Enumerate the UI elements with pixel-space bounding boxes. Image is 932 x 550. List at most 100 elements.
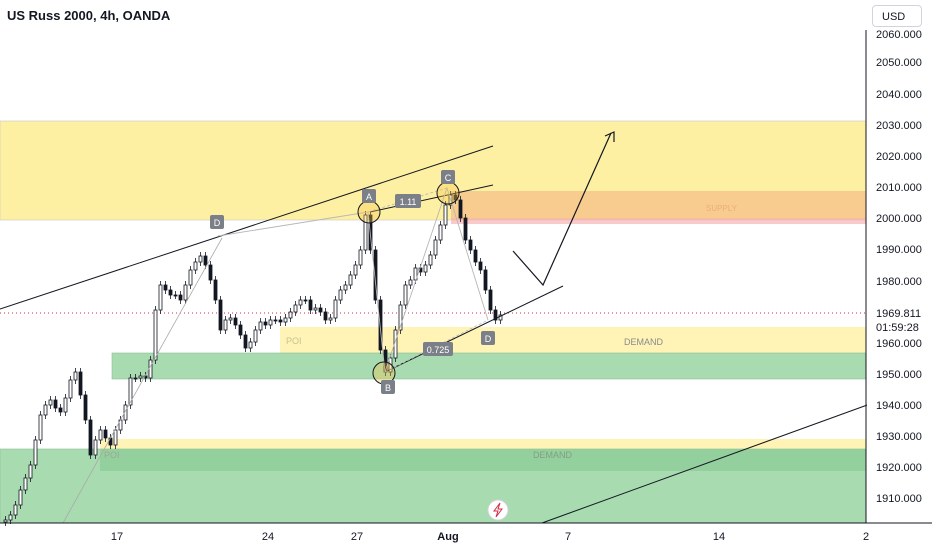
candle-body <box>308 299 313 311</box>
currency-selector[interactable]: USD <box>872 5 922 27</box>
candle-body <box>248 341 253 349</box>
price-tick-label: 2040.000 <box>876 89 922 101</box>
point-label-d2: D <box>481 331 495 345</box>
price-tick-label: 1960.000 <box>876 338 922 350</box>
lightning-icon <box>493 502 503 518</box>
candle-body <box>223 319 228 331</box>
price-tick-label: 1920.000 <box>876 462 922 474</box>
candle-body <box>263 321 268 326</box>
candle-body <box>258 321 263 331</box>
channel-lower-line <box>384 285 564 373</box>
price-tick-label: 1910.000 <box>876 493 922 505</box>
candle-body <box>228 317 233 321</box>
candle-body <box>353 264 358 276</box>
candle-body <box>238 324 243 336</box>
candle-body <box>163 284 168 291</box>
candle-body <box>243 334 248 349</box>
candle-body <box>408 279 413 286</box>
candle-body <box>363 214 368 251</box>
candle-body <box>148 359 153 379</box>
point-label-b: B <box>381 380 395 394</box>
candle-body <box>313 307 318 311</box>
candle-body <box>443 204 448 226</box>
candle-body <box>28 464 33 479</box>
candle-body <box>18 489 23 506</box>
candle-body <box>63 397 68 413</box>
candle-body <box>438 224 443 241</box>
price-tick-label: 1950.000 <box>876 369 922 381</box>
demand-zone-upper <box>111 352 867 380</box>
candle-body <box>348 274 353 286</box>
svg-text:B: B <box>385 383 391 393</box>
candle-body <box>428 254 433 266</box>
candle-body <box>233 317 238 326</box>
candle-body <box>88 419 93 456</box>
poi-upper-label: POI <box>286 336 302 346</box>
price-axis-ticks: 2060.000 2050.000 2040.000 2030.000 2020.000… <box>876 29 922 505</box>
candle-body <box>273 319 278 322</box>
candle-body <box>253 329 258 343</box>
candle-body <box>213 279 218 301</box>
chart-title: US Russ 2000, 4h, OANDA <box>7 8 171 23</box>
price-tick-label: 1980.000 <box>876 276 922 288</box>
long-trend-line <box>541 403 871 524</box>
candle-body <box>423 264 428 273</box>
time-axis-ticks[interactable]: 17 24 27 Aug 7 14 2 <box>111 531 869 543</box>
candle-body <box>278 319 283 323</box>
price-tick-label: 1940.000 <box>876 400 922 412</box>
time-tick-label: 2 <box>863 531 869 543</box>
candle-body <box>188 269 193 286</box>
candle-body <box>473 249 478 263</box>
candle-body <box>33 439 38 466</box>
price-axis-bg[interactable] <box>867 30 932 523</box>
arrow-head-icon <box>604 131 615 142</box>
candle-body <box>178 294 183 301</box>
price-tick-label: 2000.000 <box>876 213 922 225</box>
candle-body <box>303 299 308 302</box>
candle-body <box>268 319 273 326</box>
candle-body <box>138 375 143 379</box>
channel-upper-line <box>0 145 494 310</box>
pattern-circle-c <box>436 181 460 205</box>
candle-body <box>23 477 28 491</box>
candle-body <box>463 217 468 241</box>
candle-body <box>338 289 343 301</box>
candle-body <box>333 299 338 319</box>
candle-body <box>413 267 418 281</box>
candle-body <box>198 255 203 263</box>
candle-body <box>78 371 83 396</box>
candle-body <box>453 194 458 201</box>
candle-body <box>203 255 208 266</box>
price-tick-label: 2020.000 <box>876 151 922 163</box>
candle-body <box>158 284 163 311</box>
candle-body <box>298 299 303 306</box>
candle-body <box>193 261 198 271</box>
candle-body <box>433 239 438 256</box>
candle-body <box>403 284 408 306</box>
candle-body <box>498 314 503 321</box>
countdown-label: 01:59:28 <box>876 322 919 334</box>
candle-body <box>168 289 173 296</box>
price-tick-label: 2050.000 <box>876 57 922 69</box>
candle-body <box>283 317 288 323</box>
time-tick-label: 14 <box>713 531 725 543</box>
candle-body <box>343 284 348 291</box>
last-price-label: 1969.811 <box>876 308 921 320</box>
time-tick-label: 27 <box>351 531 363 543</box>
svg-text:1.11: 1.11 <box>400 197 417 207</box>
lightning-button[interactable] <box>487 499 509 521</box>
time-tick-label: 24 <box>262 531 274 543</box>
ratio-label-ab: 1.11 <box>395 194 421 208</box>
pattern-leg-line <box>62 237 223 524</box>
candle-body <box>323 311 328 321</box>
svg-text:0.725: 0.725 <box>427 345 450 355</box>
svg-text:C: C <box>445 173 452 183</box>
candle-body <box>218 299 223 331</box>
ratio-label-bc: 0.725 <box>423 342 453 356</box>
demand-upper-label: DEMAND <box>624 337 664 347</box>
candle-body <box>53 399 58 409</box>
poi-zone-upper <box>280 327 866 353</box>
candle-body <box>38 414 43 441</box>
price-tick-label: 2010.000 <box>876 182 922 194</box>
